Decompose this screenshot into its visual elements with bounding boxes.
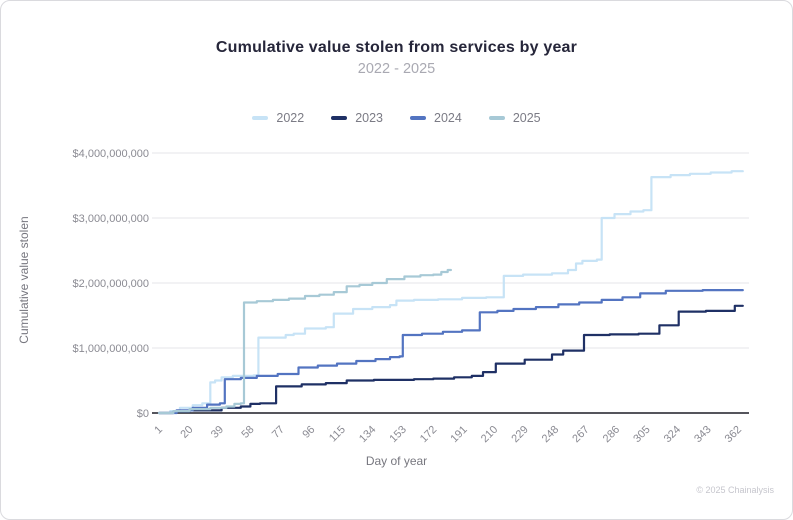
x-tick-label: 305 [631,424,652,445]
x-tick-label: 210 [479,424,500,445]
series-line-2022 [157,170,744,415]
y-tick-label: $2,000,000,000 [73,278,149,290]
legend-label-2024: 2024 [434,111,462,125]
x-tick-label: 362 [723,424,744,445]
legend-swatch-2025 [488,116,505,120]
legend-label-2022: 2022 [276,111,305,125]
x-tick-label: 286 [601,424,622,445]
x-tick-label: 172 [418,424,439,445]
x-tick-label: 324 [662,424,683,445]
chart-legend: 2022 2023 2024 2025 [1,111,792,125]
x-tick-label: 96 [300,424,317,441]
legend-item-2022: 2022 [252,111,304,125]
series-line-2023 [157,304,744,415]
x-tick-label: 229 [509,424,530,445]
x-tick-label: 20 [178,424,195,441]
legend-label-2025: 2025 [512,111,541,125]
legend-item-2023: 2023 [331,111,383,125]
y-tick-label: $1,000,000,000 [73,343,149,355]
y-tick-label: $4,000,000,000 [73,148,149,160]
x-axis-title: Day of year [365,454,428,468]
y-tick-label: $0 [137,408,149,420]
legend-label-2023: 2023 [355,111,383,125]
copyright-credit: © 2025 Chainalysis [696,485,774,495]
series-line-2025 [157,268,452,415]
series-line-2024 [157,289,744,415]
x-tick-label: 267 [570,424,591,445]
chart-title: Cumulative value stolen from services by… [215,39,578,56]
x-tick-label: 191 [448,424,469,445]
x-tick-label: 343 [692,424,713,445]
legend-swatch-2024 [410,116,426,120]
legend-swatch-2023 [331,116,348,120]
x-tick-label: 77 [270,424,287,441]
y-axis-title: Cumulative value stolen [17,216,31,344]
legend-swatch-2022 [252,116,269,120]
x-tick-label: 134 [357,424,378,445]
x-tick-label: 248 [540,424,561,445]
x-tick-label: 58 [239,424,256,441]
x-tick-label: 1 [152,424,165,437]
x-tick-label: 39 [209,424,226,441]
y-tick-label: $3,000,000,000 [73,213,149,225]
legend-item-2024: 2024 [410,111,462,125]
x-tick-label: 115 [327,424,348,445]
legend-item-2025: 2025 [488,111,541,125]
x-tick-label: 153 [387,424,408,445]
chart-subtitle: 2022 - 2025 [357,61,436,77]
